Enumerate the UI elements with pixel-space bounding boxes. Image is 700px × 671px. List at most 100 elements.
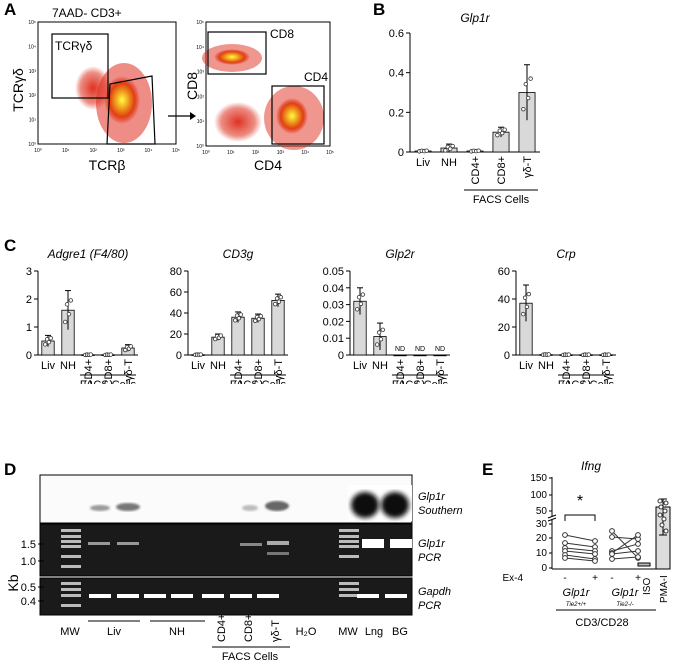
- paired-point: [562, 555, 568, 561]
- ytick-30: 30: [536, 519, 548, 530]
- paired-line: [611, 556, 639, 560]
- paired-point: [609, 528, 615, 534]
- y-tick-label: 0: [338, 350, 344, 362]
- plot2-ylabel: CD8: [184, 72, 200, 100]
- lane-mw-2: MW: [338, 626, 358, 638]
- x-category-label: CD4+: [83, 359, 95, 384]
- data-point: [443, 148, 448, 153]
- x-category-label: γδ-T: [601, 359, 613, 381]
- ex4-state-3: -: [610, 573, 613, 584]
- kb-tick-1.0: 1.0: [21, 556, 36, 568]
- mw-band: [339, 535, 359, 538]
- cd8-population-core: [214, 49, 250, 65]
- significance-bracket: [564, 514, 596, 521]
- x-category-label: γδ-T: [522, 156, 534, 178]
- x-category-label: NH: [538, 360, 554, 372]
- mw-band: [339, 529, 359, 532]
- southern-band-liv1: [90, 505, 110, 511]
- lane-gdt: γδ-T: [270, 620, 282, 642]
- southern-band-bg: [381, 492, 409, 518]
- x-category-label: Liv: [191, 360, 206, 372]
- data-point: [495, 132, 500, 138]
- flow-x-tick: 10⁰: [34, 148, 42, 154]
- flow-y-tick: 10³: [197, 70, 205, 76]
- flow-x-tick: 10¹: [227, 150, 235, 156]
- dn-population: [214, 102, 262, 142]
- pcr-band-cd8: [240, 543, 262, 546]
- mw-band: [61, 535, 81, 538]
- x-category-label: CD8+: [581, 359, 593, 384]
- gapdh-band: [230, 594, 252, 598]
- mw-band: [61, 545, 81, 548]
- y-tick-label: 0.4: [389, 68, 404, 80]
- stim-label: CD3/CD28: [575, 617, 628, 629]
- axis-break: [547, 517, 557, 522]
- x-category-label: γδ-T: [273, 359, 285, 381]
- data-point: [274, 296, 280, 301]
- data-point: [502, 127, 507, 132]
- data-point: [108, 352, 113, 357]
- chart-adgre1: Adgre1 (F4/80) 0 1 2 3 Liv NH CD4+ CD8+ γδ-TFACS …: [26, 247, 138, 384]
- data-point: [546, 352, 551, 357]
- y-tick-label: 0: [398, 147, 404, 159]
- tcrb-gate: [106, 75, 156, 145]
- pcr-label-gene: Glp1r: [418, 538, 446, 550]
- data-point: [236, 316, 242, 321]
- y-tick-label: 60: [498, 266, 510, 278]
- bar: [251, 317, 265, 356]
- lane-cd8: CD8+: [243, 614, 255, 642]
- x-category-label: NH: [60, 360, 76, 372]
- y-tick-label: 20: [498, 322, 510, 334]
- data-point: [48, 335, 53, 341]
- glp1r-pcr-gel: [39, 523, 413, 577]
- data-point: [424, 148, 429, 153]
- data-point: [380, 327, 385, 332]
- x-category-label: CD4+: [470, 156, 482, 184]
- mw-band: [61, 555, 81, 558]
- pcr-label-method: PCR: [418, 552, 441, 564]
- cd8-gate-label: CD8: [270, 27, 294, 41]
- y-tick-label: 0.05: [323, 266, 344, 278]
- panel-a-label: A: [4, 0, 17, 19]
- data-point: [500, 130, 505, 136]
- genotype-2: Glp1r: [612, 587, 640, 599]
- mw-band: [339, 555, 359, 558]
- kb-tick-0.4: 0.4: [21, 596, 36, 608]
- x-category-label: Liv: [41, 360, 56, 372]
- flow-x-tick: 10⁵: [326, 150, 334, 156]
- mw-band: [61, 540, 81, 543]
- data-point: [46, 339, 52, 345]
- chart-title: Crp: [556, 247, 576, 261]
- plot2-xlabel: CD4: [254, 157, 282, 173]
- chart-glp2r: Glp2r 0 0.01 0.02 0.03 0.04 0.05 Liv NH ND CD4+ ND C…: [323, 247, 450, 384]
- data-point: [521, 311, 526, 317]
- ex4-state-2: +: [592, 573, 598, 584]
- y-tick-label: 0.03: [323, 300, 344, 312]
- x-category-label: Liv: [519, 360, 534, 372]
- y-tick-label: 3: [26, 266, 32, 278]
- mw-band: [61, 582, 81, 585]
- y-tick-label: 0.01: [323, 333, 344, 345]
- data-point: [43, 342, 48, 347]
- nd-label: ND: [395, 346, 405, 353]
- y-tick-label: 0.6: [389, 28, 404, 40]
- data-point: [375, 342, 380, 347]
- paired-point: [609, 556, 615, 562]
- panel-d-label: D: [4, 460, 17, 479]
- chart-title: CD3g: [223, 247, 254, 261]
- axis-break: [547, 514, 557, 519]
- y-tick-label: 0.2: [389, 107, 404, 119]
- gapdh-band: [257, 594, 279, 598]
- iso-label: ISO: [642, 578, 653, 595]
- axis-break-gap: [548, 517, 556, 520]
- flow-y-tick: 10²: [29, 93, 37, 99]
- pcr-band-bg: [390, 539, 412, 548]
- mw-band: [339, 540, 359, 543]
- y-tick-label: 0: [176, 350, 182, 362]
- southern-band-liv2: [116, 503, 140, 511]
- significance-star: *: [577, 493, 583, 510]
- group-label: FACS Cells: [80, 379, 137, 384]
- mw-band: [339, 582, 359, 585]
- southern-band-lng: [351, 492, 379, 518]
